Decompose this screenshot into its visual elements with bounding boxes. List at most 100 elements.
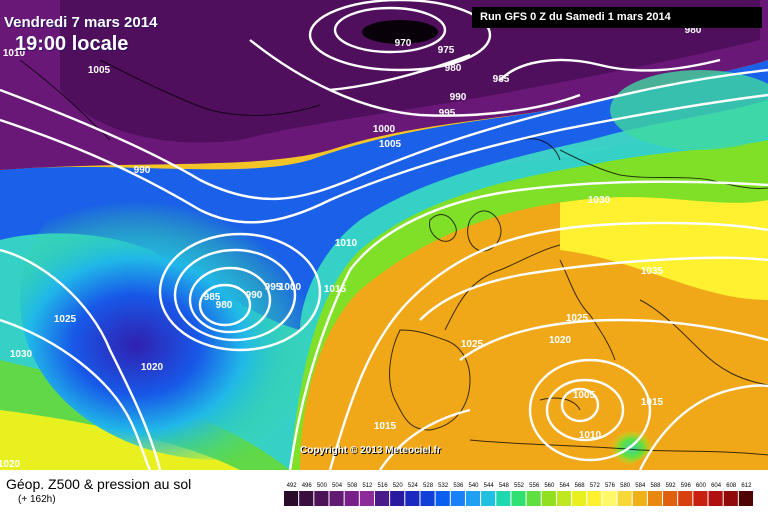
legend-tick-label: 560 bbox=[544, 483, 555, 489]
isobar-lines bbox=[0, 0, 768, 470]
legend-tick-label: 492 bbox=[287, 483, 298, 489]
legend-tick-label: 584 bbox=[635, 483, 646, 489]
legend-swatch bbox=[678, 491, 693, 506]
legend-swatch bbox=[617, 491, 632, 506]
isobar-label: 980 bbox=[216, 300, 233, 311]
legend-tick-label: 552 bbox=[514, 483, 525, 489]
legend-swatch bbox=[708, 491, 723, 506]
legend-swatch bbox=[587, 491, 602, 506]
forecast-local-time: 19:00 locale bbox=[15, 33, 129, 55]
legend-tick-label: 496 bbox=[302, 483, 313, 489]
isobar-label: 985 bbox=[204, 292, 221, 303]
legend-swatch bbox=[374, 491, 390, 506]
isobar-label: 1025 bbox=[54, 314, 77, 325]
isobar-label: 1015 bbox=[641, 397, 664, 408]
isobar-label: 1000 bbox=[279, 282, 302, 293]
legend-tick-label: 544 bbox=[484, 483, 495, 489]
legend-swatch bbox=[299, 491, 314, 506]
legend-tick-label: 508 bbox=[347, 483, 358, 489]
legend-tick-label: 500 bbox=[317, 483, 328, 489]
forecast-hour: (+ 162h) bbox=[18, 494, 56, 505]
isobar-label: 1010 bbox=[579, 430, 602, 441]
legend-tick-label: 556 bbox=[529, 483, 540, 489]
legend-tick-label: 600 bbox=[696, 483, 707, 489]
isobar-label: 990 bbox=[246, 290, 263, 301]
isobar-label: 1010 bbox=[335, 238, 358, 249]
isobar-label: 990 bbox=[450, 92, 467, 103]
isobar-label: 1025 bbox=[566, 313, 589, 324]
isobar-label: 1035 bbox=[641, 266, 664, 277]
isobar-label: 1000 bbox=[373, 124, 396, 135]
legend-swatch bbox=[481, 491, 496, 506]
isobar-label: 995 bbox=[439, 108, 456, 119]
isobar-label: 1030 bbox=[10, 349, 33, 360]
isobar-label: 1025 bbox=[461, 339, 484, 350]
legend-swatch bbox=[465, 491, 481, 506]
legend-swatch bbox=[572, 491, 587, 506]
isobar-label: 1010 bbox=[3, 48, 26, 59]
legend-tick-label: 576 bbox=[605, 483, 616, 489]
copyright-notice: Copyright © 2013 Meteociel.fr bbox=[300, 445, 441, 456]
legend-tick-label: 612 bbox=[741, 483, 752, 489]
legend-swatch bbox=[314, 491, 329, 506]
legend-swatch bbox=[496, 491, 511, 506]
deep-polar bbox=[60, 0, 760, 143]
legend-swatch bbox=[390, 491, 405, 506]
legend-swatch bbox=[663, 491, 678, 506]
legend-swatch bbox=[420, 491, 435, 506]
isobar-label: 985 bbox=[493, 74, 510, 85]
legend-tick-label: 548 bbox=[499, 483, 510, 489]
isobar-label: 975 bbox=[438, 45, 455, 56]
legend-tick-label: 588 bbox=[650, 483, 661, 489]
legend-swatch bbox=[284, 491, 299, 506]
legend-swatch bbox=[541, 491, 556, 506]
isobar-label: 1020 bbox=[0, 459, 21, 470]
legend-tick-label: 580 bbox=[620, 483, 631, 489]
legend-swatch bbox=[647, 491, 663, 506]
isobar-label: 980 bbox=[445, 63, 462, 74]
legend-swatch bbox=[344, 491, 359, 506]
legend-tick-label: 516 bbox=[378, 483, 389, 489]
isobar-label: 1020 bbox=[141, 362, 164, 373]
legend-tick-label: 604 bbox=[711, 483, 722, 489]
isobar-label: 1015 bbox=[324, 284, 347, 295]
legend-swatch bbox=[329, 491, 344, 506]
legend-tick-label: 532 bbox=[438, 483, 449, 489]
model-run-info: Run GFS 0 Z du Samedi 1 mars 2014 bbox=[472, 7, 762, 28]
legend-tick-label: 520 bbox=[393, 483, 404, 489]
legend-tick-label: 524 bbox=[408, 483, 419, 489]
isobar-label: 1015 bbox=[374, 421, 397, 432]
legend-tick-label: 572 bbox=[590, 483, 601, 489]
legend-tick-label: 536 bbox=[453, 483, 464, 489]
isobar-label: 1005 bbox=[573, 390, 596, 401]
isobar-label: 1005 bbox=[88, 65, 111, 76]
weather-map: 970 975 980 985 990 995 1000 1005 1005 9… bbox=[0, 0, 768, 470]
deep-low-core bbox=[362, 20, 438, 44]
legend-swatch bbox=[526, 491, 541, 506]
legend-tick-label: 592 bbox=[666, 483, 677, 489]
isobar-label: 1030 bbox=[588, 195, 611, 206]
legend-swatch bbox=[405, 491, 420, 506]
isobar-label: 990 bbox=[134, 165, 151, 176]
isobar-label: 970 bbox=[395, 38, 412, 49]
legend-swatch bbox=[450, 491, 465, 506]
legend-tick-label: 596 bbox=[681, 483, 692, 489]
legend-tick-label: 568 bbox=[575, 483, 586, 489]
legend-swatch bbox=[693, 491, 708, 506]
atlantic-low-field bbox=[20, 140, 420, 460]
legend-tick-label: 504 bbox=[332, 483, 343, 489]
legend-swatch bbox=[602, 491, 617, 506]
legend-swatch bbox=[632, 491, 647, 506]
legend-swatch bbox=[435, 491, 450, 506]
legend-tick-label: 564 bbox=[559, 483, 570, 489]
isobar-label: 1020 bbox=[549, 335, 572, 346]
color-scale-legend: 492 496 500 504 508 512 516 520 524 528 532 536 540 5… bbox=[284, 483, 753, 506]
isobar-label: 995 bbox=[265, 282, 282, 293]
isobar-labels: 970 975 980 985 990 995 1000 1005 1005 9… bbox=[0, 25, 702, 470]
isobar-label: 1005 bbox=[379, 139, 402, 150]
med-green-field bbox=[495, 325, 675, 470]
legend-tick-label: 608 bbox=[726, 483, 737, 489]
legend-swatch bbox=[556, 491, 572, 506]
legend-swatch bbox=[738, 491, 753, 506]
